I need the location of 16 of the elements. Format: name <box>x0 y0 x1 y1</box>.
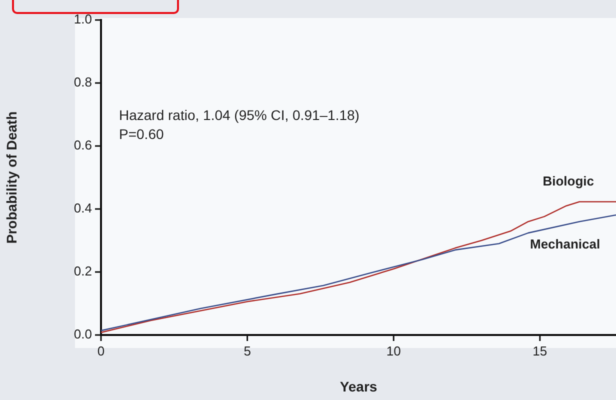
x-tick-label: 5 <box>244 343 251 358</box>
series-label: Biologic <box>542 173 594 188</box>
x-tick-label: 10 <box>386 343 401 358</box>
x-tick-label: 0 <box>97 343 105 358</box>
x-axis-title: Years <box>340 378 378 394</box>
y-tick-label: 0.0 <box>74 326 92 342</box>
annotation: P=0.60 <box>119 126 164 142</box>
y-axis-title: Probability of Death <box>3 111 20 244</box>
y-tick-label: 1.0 <box>74 12 92 27</box>
y-tick-label: 0.4 <box>74 200 92 216</box>
y-tick-label: 0.6 <box>74 138 92 153</box>
series-label: Mechanical <box>530 236 600 252</box>
annotation: Hazard ratio, 1.04 (95% CI, 0.91–1.18) <box>119 106 360 123</box>
y-tick-label: 0.8 <box>74 74 92 90</box>
x-tick-label: 15 <box>532 343 548 358</box>
y-tick-label: 0.2 <box>74 264 92 279</box>
